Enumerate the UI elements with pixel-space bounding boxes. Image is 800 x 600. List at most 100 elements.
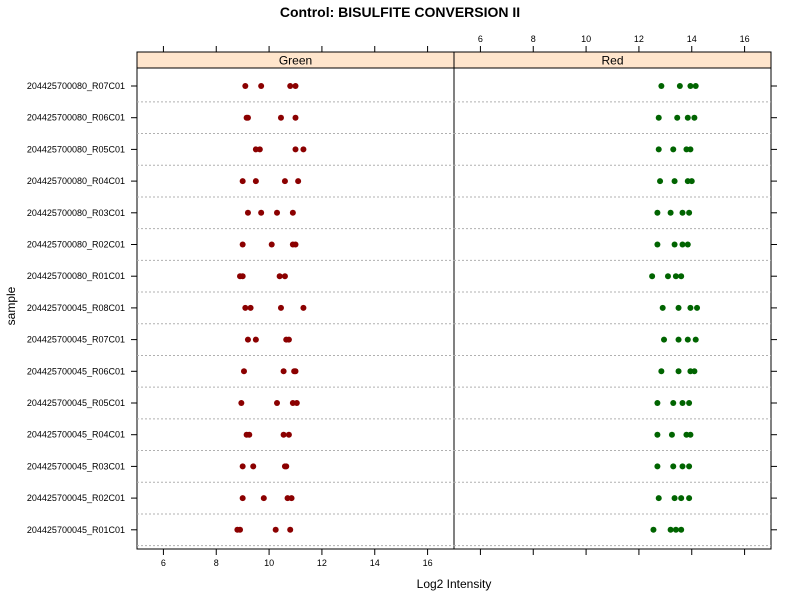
x-tick-label-top: 6 [478, 34, 483, 44]
data-point-green [281, 178, 288, 185]
data-point-red [691, 114, 698, 121]
data-point-red [674, 114, 681, 121]
data-point-red [692, 83, 699, 89]
data-point-red [686, 209, 693, 216]
x-axis-label: Log2 Intensity [417, 577, 492, 591]
data-point-green [280, 431, 287, 438]
data-point-red [684, 114, 691, 121]
data-point-green [288, 495, 295, 502]
data-point-red [692, 336, 699, 343]
panel-frames [136, 51, 772, 550]
chart-title: Control: BISULFITE CONVERSION II [280, 4, 520, 20]
data-point-red [687, 83, 694, 89]
sample-label: 204425700080_R01C01 [27, 271, 125, 281]
data-point-green [277, 114, 284, 121]
sample-label: 204425700045_R05C01 [27, 398, 125, 408]
x-axis-top: 6 8 10 12 14 16 [162, 34, 750, 52]
data-point-green [239, 241, 246, 248]
strip-label-green: Green [279, 54, 312, 68]
sample-label: 204425700045_R02C01 [27, 493, 125, 503]
data-point-red [671, 178, 678, 185]
x-axis-bottom: 6 8 10 12 14 16 [161, 549, 746, 568]
data-point-green [292, 83, 299, 89]
sample-label: 204425700080_R07C01 [27, 81, 125, 91]
data-point-green [300, 146, 307, 153]
data-point-red [672, 526, 679, 533]
data-point-green [276, 273, 283, 280]
data-point-green [285, 431, 292, 438]
data-point-red [687, 431, 694, 438]
data-point-red [694, 304, 701, 311]
data-point-red [678, 273, 685, 280]
data-point-red [654, 431, 661, 438]
y-axis-label: sample [4, 286, 18, 325]
data-point-red [668, 431, 675, 438]
data-point-green [292, 368, 299, 375]
data-point-red [667, 526, 674, 533]
strip-label-red: Red [601, 54, 623, 68]
data-point-red [658, 368, 665, 375]
sample-label: 204425700045_R07C01 [27, 335, 125, 345]
x-tick-label-bottom: 14 [370, 558, 380, 568]
data-point-green [274, 400, 281, 406]
data-point-green [287, 83, 294, 89]
data-point-red [670, 146, 677, 153]
data-point-red [667, 209, 674, 216]
data-point-red [657, 178, 664, 185]
data-point-red [655, 495, 662, 502]
data-point-green [240, 368, 247, 375]
data-point-green [250, 463, 257, 470]
data-point-red [679, 241, 686, 248]
data-point-green [242, 83, 249, 89]
data-point-green [244, 114, 251, 121]
x-tick-label-top: 10 [581, 34, 591, 44]
data-point-green [289, 209, 296, 216]
data-point-red [671, 241, 678, 248]
data-point-red [675, 304, 682, 311]
data-point-green [247, 304, 254, 311]
data-point-green [295, 178, 302, 185]
data-point-green [285, 336, 292, 343]
data-point-red [659, 304, 666, 311]
data-point-red [691, 368, 698, 375]
data-point-red [676, 83, 683, 89]
x-tick-label-bottom: 10 [264, 558, 274, 568]
data-point-green [292, 146, 299, 153]
data-point-green [237, 526, 244, 533]
data-point-green [258, 83, 265, 89]
data-point-red [655, 146, 662, 153]
data-point-red [684, 241, 691, 248]
x-tick-label-top: 14 [687, 34, 697, 44]
data-point-red [688, 178, 695, 185]
x-tick-label-bottom: 8 [214, 558, 219, 568]
panel-frame-green [136, 51, 455, 550]
row-gridlines [137, 101, 771, 547]
sample-label: 204425700045_R06C01 [27, 366, 125, 376]
sample-label: 204425700080_R06C01 [27, 113, 125, 123]
data-point-green [252, 336, 259, 343]
panel-strips: Green Red [136, 51, 772, 69]
sample-label: 204425700080_R02C01 [27, 240, 125, 250]
data-point-red [670, 463, 677, 470]
data-point-green [272, 526, 279, 533]
data-point-red [687, 146, 694, 153]
data-point-green [239, 178, 246, 185]
data-point-red [679, 209, 686, 216]
data-point-green [258, 209, 265, 216]
sample-label: 204425700045_R08C01 [27, 303, 125, 313]
sample-label: 204425700045_R03C01 [27, 461, 125, 471]
data-point-red [675, 368, 682, 375]
data-point-green [277, 304, 284, 311]
x-tick-label-bottom: 6 [161, 558, 166, 568]
data-point-red [684, 336, 691, 343]
data-point-red [686, 495, 693, 502]
data-point-red [655, 114, 662, 121]
data-point-green [246, 431, 253, 438]
data-point-green [281, 273, 288, 280]
data-point-red [661, 336, 668, 343]
data-point-red [649, 273, 656, 280]
data-point-green [256, 146, 263, 153]
x-tick-label-top: 12 [634, 34, 644, 44]
data-point-green [300, 304, 307, 311]
data-point-green [283, 463, 290, 470]
